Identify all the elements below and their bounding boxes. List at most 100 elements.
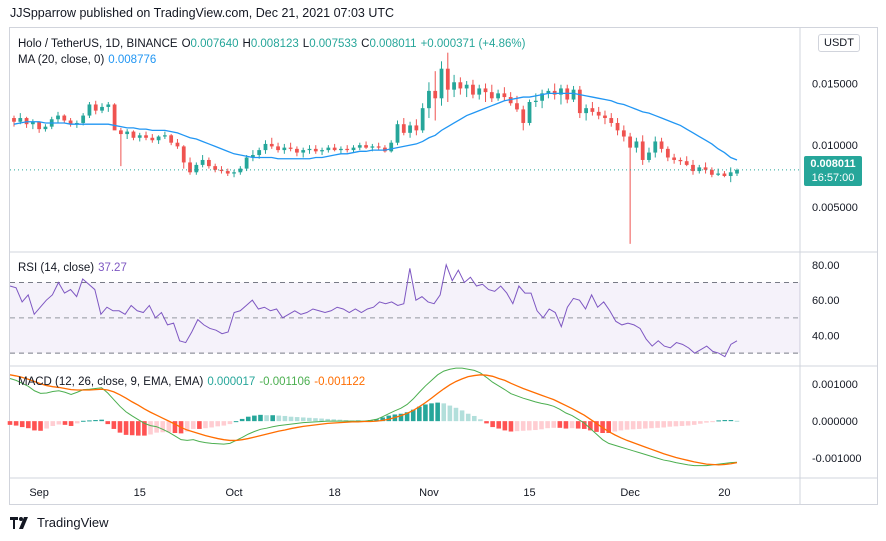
tradingview-logo-icon — [10, 516, 28, 529]
rsi-label: RSI (14, close) — [18, 262, 94, 274]
macd-hist-bar — [325, 418, 330, 422]
candle-body — [257, 150, 262, 156]
macd-hist-bar — [258, 414, 263, 422]
macd-hist-bar — [667, 421, 673, 427]
macd-hist-bar — [655, 421, 660, 428]
macd-hist-bar — [459, 410, 465, 422]
macd-hist-bar — [62, 421, 68, 425]
macd-hist-bar — [203, 421, 208, 429]
macd-hist-bar — [233, 421, 239, 423]
candle-body — [640, 141, 645, 160]
candle-body — [735, 169, 739, 174]
macd-hist-bar — [398, 413, 404, 422]
macd-hist-bar — [643, 421, 648, 429]
candle-body — [515, 103, 519, 110]
candle-body — [207, 159, 211, 167]
candle-body — [225, 171, 230, 174]
macd-hist-bar — [453, 407, 459, 422]
time-axis-tick: 18 — [329, 487, 341, 499]
macd-hist-bar — [99, 419, 104, 422]
candle-body — [169, 135, 174, 143]
macd-hist-bar — [612, 421, 618, 432]
legend-symbol: Holo / TetherUS, 1D, BINANCE — [18, 38, 178, 50]
time-axis-tick: 20 — [718, 487, 730, 499]
last-price-value: 0.008011 — [810, 158, 856, 170]
macd-histogram — [7, 402, 740, 436]
signal-line — [9, 374, 738, 466]
macd-hist-bar — [26, 421, 31, 429]
macd-hist-bar — [13, 421, 19, 426]
candle-body — [219, 169, 224, 172]
macd-hist-bar — [319, 418, 324, 422]
candle-body — [672, 157, 677, 160]
candle-body — [584, 108, 588, 114]
candle-body — [269, 143, 274, 147]
candle-body — [414, 125, 419, 131]
candle-body — [445, 68, 450, 90]
macd-hist-bar — [374, 419, 379, 422]
macd-hist-bar — [704, 421, 709, 423]
macd-hist-bar — [624, 421, 630, 430]
macd-hist-bar — [435, 402, 440, 422]
macd-hist-bar — [417, 406, 422, 422]
rsi-axis-tick: 40.00 — [812, 331, 840, 343]
legend-h-value: 0.008123 — [251, 38, 299, 50]
legend-o-label: O — [182, 38, 191, 50]
time-axis-tick: Nov — [419, 487, 439, 499]
macd-hist-value: -0.001122 — [314, 376, 365, 388]
candle-body — [301, 150, 306, 153]
candle-body — [12, 118, 16, 122]
candle-body — [56, 115, 60, 120]
candle-body — [527, 102, 532, 123]
macd-hist-bar — [264, 415, 269, 422]
macd-hist-bar — [81, 420, 86, 422]
candle-body — [282, 147, 287, 151]
currency-button[interactable]: USDT — [818, 34, 860, 52]
macd-axis-tick: -0.001000 — [812, 453, 862, 465]
macd-hist-bar — [423, 404, 428, 422]
candle-body — [131, 131, 136, 138]
candle-body — [489, 92, 494, 99]
candle-body — [401, 124, 406, 133]
candle-body — [502, 93, 507, 98]
candle-body — [684, 161, 689, 165]
candle-body — [533, 100, 538, 102]
candle-body — [263, 143, 268, 151]
macd-hist-bar — [38, 421, 43, 431]
macd-hist-bar — [618, 421, 624, 431]
macd-hist-bar — [93, 420, 98, 422]
candle-body — [521, 109, 526, 123]
macd-hist-bar — [465, 413, 471, 422]
macd-hist-bar — [716, 420, 721, 422]
candle-body — [408, 125, 412, 133]
macd-hist-bar — [557, 421, 563, 428]
footer-brand: TradingView — [37, 515, 109, 530]
macd-hist-bar — [606, 421, 611, 434]
macd-signal-value: -0.001106 — [259, 376, 310, 388]
candle-body — [106, 104, 111, 107]
candle-body — [571, 89, 576, 100]
macd-hist-bar — [111, 421, 117, 429]
candle-body — [163, 135, 167, 137]
macd-hist-bar — [410, 409, 416, 422]
legend-c-value: 0.008011 — [369, 38, 416, 50]
legend-l-label: L — [303, 38, 310, 50]
price-axis-tick: 0.010000 — [812, 140, 858, 152]
candle-body — [546, 90, 551, 94]
macd-hist-bar — [447, 405, 453, 422]
macd-hist-bar — [594, 421, 599, 432]
candle-body — [596, 111, 601, 116]
macd-hist-bar — [380, 417, 385, 422]
macd-axis-tick: 0.000000 — [812, 416, 858, 428]
candle-body — [376, 146, 381, 148]
legend-c-label: C — [361, 38, 369, 50]
macd-hist-bar — [166, 421, 172, 433]
time-axis-tick: Oct — [225, 487, 242, 499]
candle-body — [295, 148, 299, 153]
macd-hist-bar — [190, 421, 196, 429]
candle-body — [439, 68, 444, 99]
candle-body — [615, 122, 620, 131]
candle-body — [326, 147, 331, 151]
candle-body — [144, 135, 148, 138]
